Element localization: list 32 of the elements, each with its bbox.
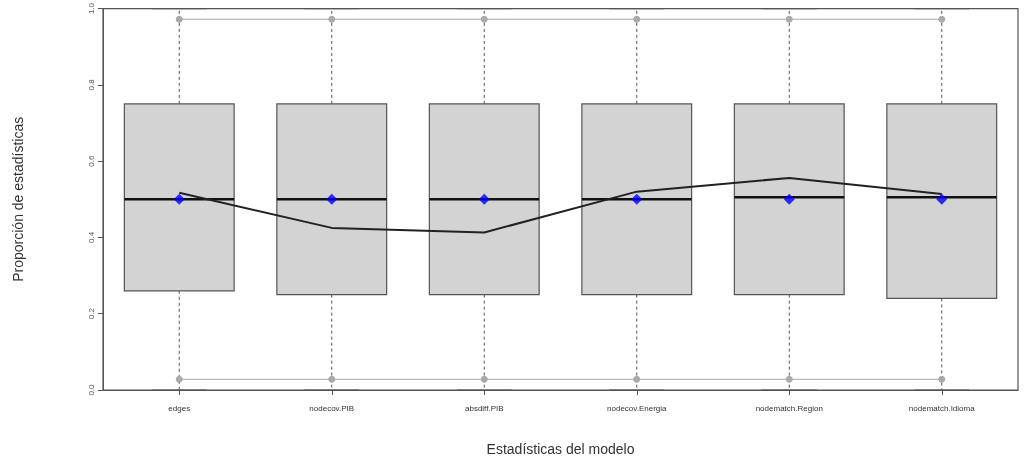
y-axis-title: Proporción de estadísticas bbox=[10, 116, 26, 282]
point bbox=[633, 15, 641, 23]
point bbox=[326, 193, 338, 205]
y-tick-label: 0.8 bbox=[86, 78, 96, 91]
y-tick-label: 0.2 bbox=[86, 307, 96, 320]
point bbox=[478, 193, 490, 205]
point bbox=[783, 193, 795, 205]
x-tick-label: nodecov.PIB bbox=[309, 403, 355, 413]
point bbox=[938, 375, 946, 383]
point bbox=[938, 15, 946, 23]
x-tick-label: nodematch.Region bbox=[755, 403, 823, 413]
point bbox=[328, 375, 336, 383]
point bbox=[175, 15, 183, 23]
x-tick-label: absdiff.PIB bbox=[464, 403, 504, 413]
point bbox=[631, 193, 643, 205]
point bbox=[175, 375, 183, 383]
point bbox=[173, 193, 185, 205]
y-tick-label: 0.0 bbox=[86, 383, 96, 396]
x-tick-label: edges bbox=[168, 403, 191, 413]
x-axis-title: Estadísticas del modelo bbox=[486, 441, 635, 457]
point bbox=[785, 375, 793, 383]
point bbox=[480, 15, 488, 23]
point bbox=[633, 375, 641, 383]
y-tick-label: 0.4 bbox=[86, 231, 96, 243]
x-tick-label: nodecov.Energia bbox=[607, 403, 668, 413]
point bbox=[936, 193, 948, 205]
point bbox=[328, 15, 336, 23]
point bbox=[785, 15, 793, 23]
y-tick-label: 0.6 bbox=[86, 155, 96, 167]
y-tick-label: 1.0 bbox=[86, 2, 96, 15]
point bbox=[480, 375, 488, 383]
x-tick-label: nodematch.Idioma bbox=[908, 403, 976, 413]
